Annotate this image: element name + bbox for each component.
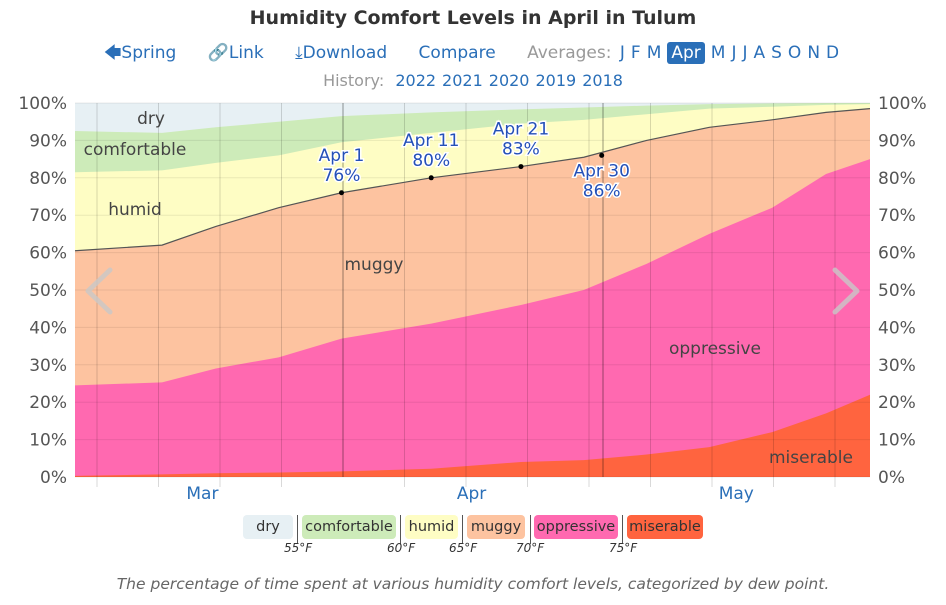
annotation-date: Apr 21 (493, 120, 549, 140)
area-label-humid: humid (108, 200, 162, 220)
threshold-55: 55°F (284, 541, 313, 555)
history-2020[interactable]: 2020 (488, 71, 530, 90)
page-title: Humidity Comfort Levels in April in Tulu… (249, 7, 697, 29)
month-nov[interactable]: N (807, 43, 821, 63)
history-bar: History: 2022 2021 2020 2019 2018 (0, 71, 946, 90)
annotation-point (338, 190, 344, 196)
history-2018[interactable]: 2018 (582, 71, 623, 90)
area-label-dry: dry (137, 109, 165, 129)
spring-link[interactable]: 🡄 Spring (104, 40, 176, 69)
annotation-point (518, 164, 524, 170)
threshold-70: 70°F (516, 541, 545, 555)
y-tick-left: 40% (29, 318, 67, 338)
month-aug[interactable]: A (753, 43, 766, 63)
y-tick-right: 70% (878, 206, 916, 226)
y-tick-left: 50% (29, 281, 67, 301)
annotation-point (428, 175, 434, 181)
chevron-right-icon[interactable] (832, 267, 860, 315)
legend-divider (622, 515, 623, 544)
humidity-chart: 0% 0% 10% 10% 20% 20% 30% 30% 40% 40% 50% 50% 60% 60%… (18, 94, 927, 504)
annotation-date: Apr 11 (403, 131, 459, 151)
y-tick-left: 60% (29, 244, 67, 264)
month-jul[interactable]: J (742, 43, 748, 63)
legend-comfortable: comfortable (302, 515, 396, 539)
x-month-label: Apr (457, 484, 486, 504)
annotation-value: 80% (412, 151, 450, 171)
y-tick-left: 30% (29, 356, 67, 376)
y-tick-right: 90% (878, 131, 916, 151)
annotation-date: Apr 30 (573, 161, 629, 181)
month-apr-selected[interactable]: Apr (667, 42, 705, 64)
x-month-label: May (719, 484, 754, 504)
download-icon: ⤓ (295, 43, 303, 63)
legend-divider (530, 515, 531, 544)
month-oct[interactable]: O (787, 43, 802, 63)
legend-divider (400, 515, 401, 544)
y-tick-right: 30% (878, 356, 916, 376)
month-feb[interactable]: F (630, 43, 641, 63)
y-tick-right: 20% (878, 393, 916, 413)
y-tick-left: 10% (29, 431, 67, 451)
y-tick-right: 0% (878, 468, 905, 488)
nav-bar: 🡄 Spring 🔗 Link ⤓ Download Compare Avera… (0, 40, 946, 69)
area-oppressive (75, 159, 870, 477)
area-label-oppressive: oppressive (669, 339, 761, 359)
legend-muggy: muggy (467, 515, 525, 539)
download-button[interactable]: ⤓ Download (295, 43, 387, 63)
area-label-muggy: muggy (345, 255, 404, 275)
threshold-75: 75°F (609, 541, 638, 555)
month-dec[interactable]: D (826, 43, 840, 63)
month-may[interactable]: M (710, 43, 726, 63)
y-tick-right: 60% (878, 244, 916, 264)
month-sep[interactable]: S (771, 43, 782, 63)
spring-label: Spring (121, 43, 177, 63)
legend-dry: dry (243, 515, 293, 539)
y-tick-left: 90% (29, 131, 67, 151)
arrow-left-icon: 🡄 (103, 43, 122, 63)
y-tick-left: 0% (40, 468, 67, 488)
history-2019[interactable]: 2019 (535, 71, 577, 90)
y-tick-right: 50% (878, 281, 916, 301)
x-month-label: Mar (186, 484, 218, 504)
y-tick-left: 100% (18, 94, 67, 114)
legend-divider (462, 515, 463, 544)
month-jun[interactable]: J (731, 43, 737, 63)
download-label: Download (302, 43, 388, 63)
legend: dry comfortable humid muggy oppressive m… (0, 515, 946, 560)
link-icon: 🔗 (207, 43, 229, 63)
link-label: Link (228, 43, 264, 63)
area-label-miserable: miserable (769, 448, 853, 468)
annotation-value: 83% (502, 140, 540, 160)
history-2022[interactable]: 2022 (395, 71, 437, 90)
legend-miserable: miserable (627, 515, 703, 539)
y-tick-left: 70% (29, 206, 67, 226)
y-tick-left: 20% (29, 393, 67, 413)
legend-humid: humid (405, 515, 458, 539)
threshold-65: 65°F (449, 541, 478, 555)
threshold-60: 60°F (387, 541, 416, 555)
month-mar[interactable]: M (646, 43, 662, 63)
annotation-point (599, 152, 605, 158)
link-button[interactable]: 🔗 Link (208, 43, 264, 63)
legend-divider (297, 515, 298, 544)
area-label-comfortable: comfortable (84, 140, 187, 160)
history-label: History: (323, 71, 385, 90)
annotation-date: Apr 1 (319, 146, 365, 166)
compare-link[interactable]: Compare (418, 43, 496, 63)
y-tick-right: 100% (878, 94, 927, 114)
legend-oppressive: oppressive (534, 515, 618, 539)
y-tick-right: 80% (878, 169, 916, 189)
history-2021[interactable]: 2021 (442, 71, 483, 90)
chevron-left-icon[interactable] (85, 267, 113, 315)
y-tick-left: 80% (29, 169, 67, 189)
chart-caption: The percentage of time spent at various … (116, 575, 830, 593)
annotation-value: 86% (583, 181, 621, 201)
averages-label: Averages: (527, 43, 612, 63)
y-tick-right: 40% (878, 318, 916, 338)
annotation-value: 76% (323, 166, 361, 186)
y-tick-right: 10% (878, 431, 916, 451)
month-jan[interactable]: J (619, 43, 625, 63)
area-miserable (75, 394, 870, 477)
